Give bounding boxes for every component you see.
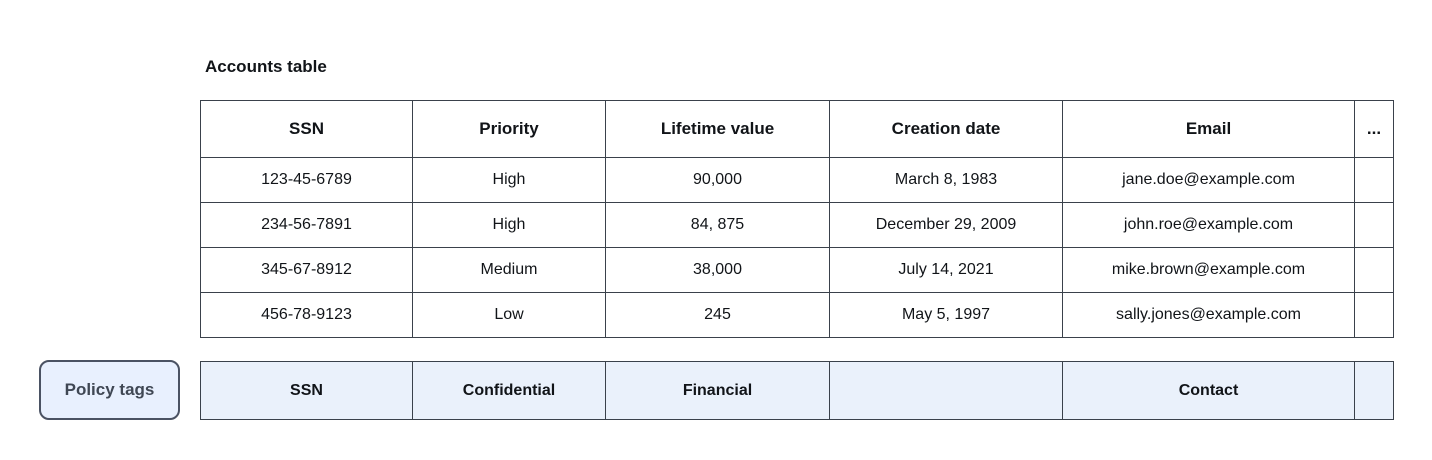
cell-more: [1354, 292, 1394, 338]
column-header-priority: Priority: [412, 100, 606, 158]
policy-tag-empty-last: [1354, 361, 1394, 420]
cell-priority: Low: [412, 292, 606, 338]
cell-creation-date: December 29, 2009: [829, 202, 1063, 248]
cell-creation-date: May 5, 1997: [829, 292, 1063, 338]
cell-email: john.roe@example.com: [1062, 202, 1355, 248]
column-header-ssn: SSN: [200, 100, 413, 158]
policy-tag-financial: Financial: [605, 361, 830, 420]
accounts-table: SSN Priority Lifetime value Creation dat…: [200, 100, 1394, 338]
cell-ssn: 345-67-8912: [200, 247, 413, 293]
column-header-lifetime-value: Lifetime value: [605, 100, 830, 158]
column-header-more-columns: ...: [1354, 100, 1394, 158]
cell-email: jane.doe@example.com: [1062, 157, 1355, 203]
cell-lifetime-value: 38,000: [605, 247, 830, 293]
policy-row: SSN Confidential Financial Contact: [200, 361, 1394, 420]
column-header-creation-date: Creation date: [829, 100, 1063, 158]
policy-tags-button[interactable]: Policy tags: [39, 360, 180, 420]
page-title: Accounts table: [205, 57, 327, 76]
cell-lifetime-value: 245: [605, 292, 830, 338]
cell-lifetime-value: 84, 875: [605, 202, 830, 248]
cell-email: sally.jones@example.com: [1062, 292, 1355, 338]
cell-more: [1354, 202, 1394, 248]
table-row: 123-45-6789 High 90,000 March 8, 1983 ja…: [200, 157, 1394, 203]
table-row: 456-78-9123 Low 245 May 5, 1997 sally.jo…: [200, 292, 1394, 338]
table-row: 234-56-7891 High 84, 875 December 29, 20…: [200, 202, 1394, 248]
cell-priority: High: [412, 157, 606, 203]
policy-tag-empty: [829, 361, 1063, 420]
cell-lifetime-value: 90,000: [605, 157, 830, 203]
cell-priority: Medium: [412, 247, 606, 293]
cell-creation-date: March 8, 1983: [829, 157, 1063, 203]
cell-ssn: 456-78-9123: [200, 292, 413, 338]
cell-more: [1354, 157, 1394, 203]
cell-more: [1354, 247, 1394, 293]
policy-tag-ssn: SSN: [200, 361, 413, 420]
column-header-email: Email: [1062, 100, 1355, 158]
cell-creation-date: July 14, 2021: [829, 247, 1063, 293]
cell-email: mike.brown@example.com: [1062, 247, 1355, 293]
cell-ssn: 234-56-7891: [200, 202, 413, 248]
table-row: 345-67-8912 Medium 38,000 July 14, 2021 …: [200, 247, 1394, 293]
policy-tag-contact: Contact: [1062, 361, 1355, 420]
cell-ssn: 123-45-6789: [200, 157, 413, 203]
policy-tag-confidential: Confidential: [412, 361, 606, 420]
cell-priority: High: [412, 202, 606, 248]
policy-tags-row: SSN Confidential Financial Contact: [200, 361, 1394, 420]
header-row: SSN Priority Lifetime value Creation dat…: [200, 100, 1394, 158]
